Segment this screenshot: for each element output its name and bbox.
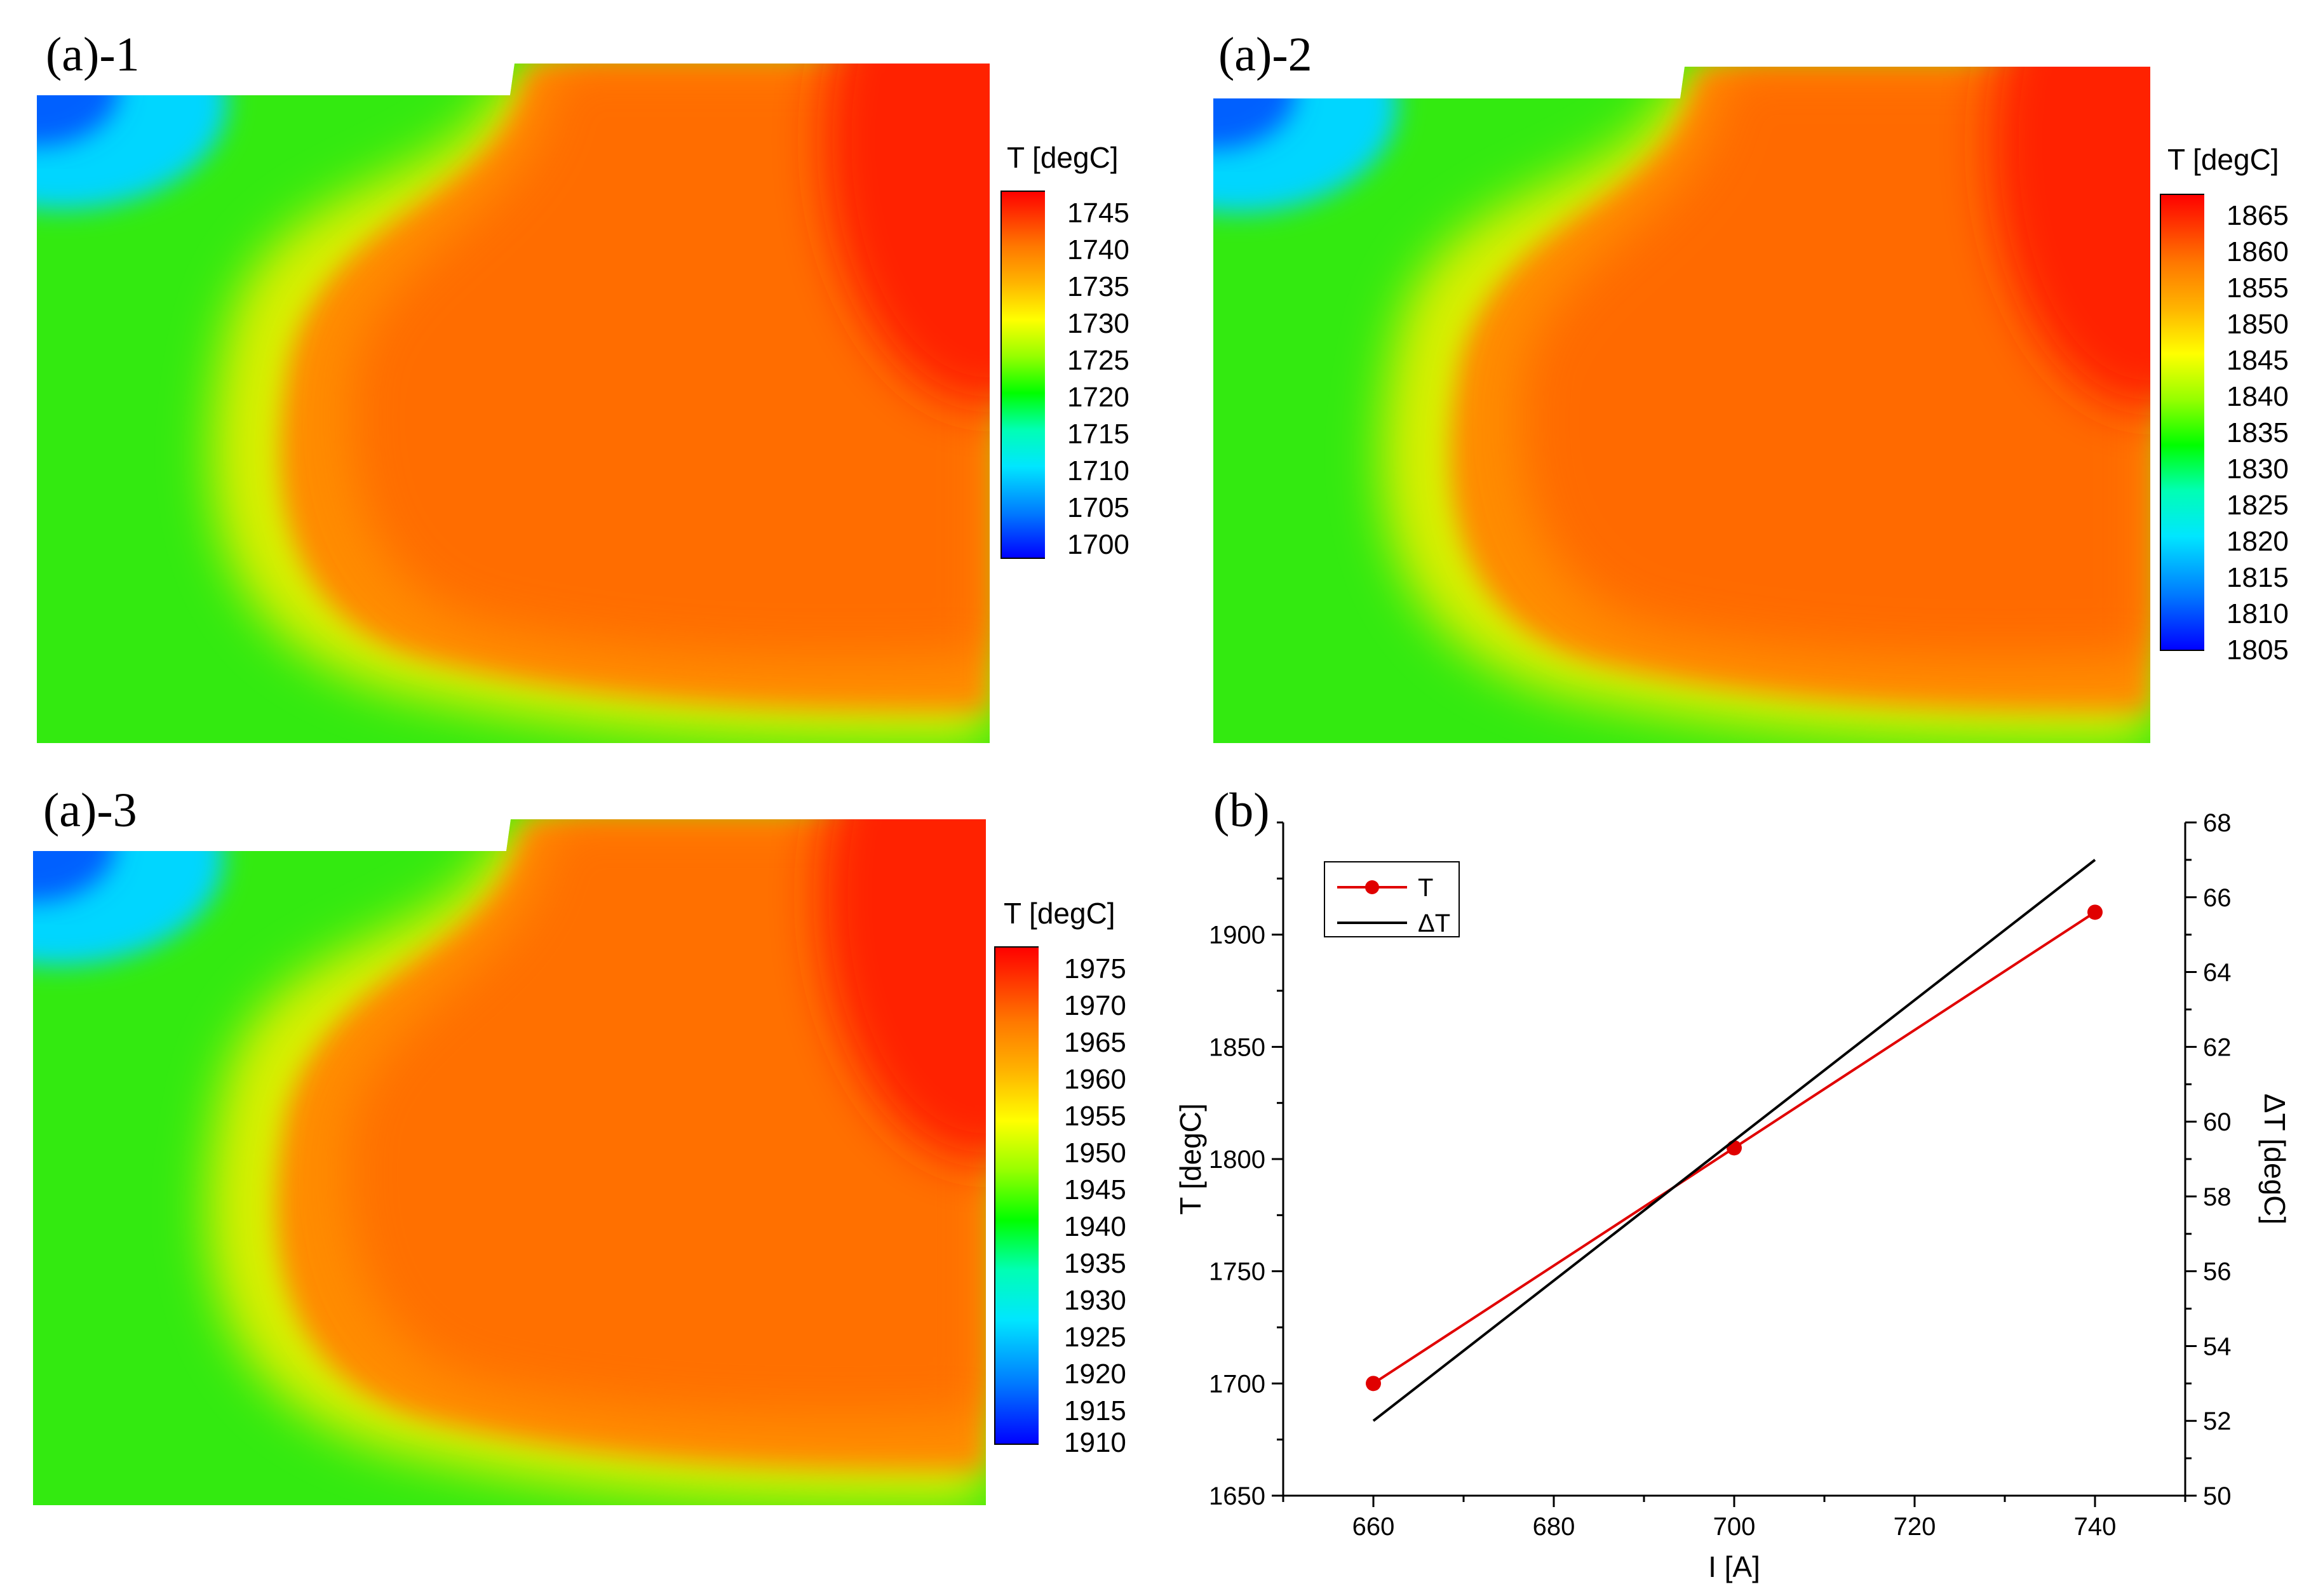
- colorbar-tick: 1925: [1064, 1322, 1126, 1353]
- colorbar-tick: 1940: [1064, 1211, 1126, 1242]
- x-tick-label: 700: [1713, 1513, 1756, 1541]
- colorbar-tick: 1725: [1067, 345, 1129, 376]
- colorbar-tick: 1930: [1064, 1285, 1126, 1316]
- colorbar-tick: 1970: [1064, 990, 1126, 1021]
- colorbar-tick: 1935: [1064, 1248, 1126, 1279]
- colorbar-tick: 1855: [2227, 272, 2289, 304]
- data-point-T: [1727, 1140, 1742, 1156]
- x-tick-label: 660: [1352, 1513, 1395, 1541]
- colorbar-tick: 1745: [1067, 198, 1129, 229]
- colorbar-tick: 1825: [2227, 490, 2289, 521]
- colorbar-tick: 1720: [1067, 382, 1129, 413]
- colorbar-tick: 1810: [2227, 598, 2289, 629]
- legend-box: [1324, 861, 1460, 937]
- legend-marker: [1365, 880, 1379, 894]
- colorbar-tick: 1805: [2227, 634, 2289, 666]
- colorbar-tick: 1830: [2227, 453, 2289, 485]
- colorbar-a1: [1000, 191, 1045, 559]
- colorbar-tick: 1735: [1067, 271, 1129, 302]
- y2-tick-label: 62: [2203, 1033, 2232, 1061]
- colorbar-tick: 1740: [1067, 234, 1129, 265]
- colorbar-tick: 1840: [2227, 381, 2289, 412]
- y2-tick-label: 64: [2203, 959, 2232, 987]
- colorbar-tick: 1705: [1067, 492, 1129, 523]
- colorbar-a3: [994, 946, 1039, 1445]
- data-point-T: [1366, 1376, 1381, 1391]
- panel-label-a3: (a)-3: [43, 784, 137, 837]
- colorbar-tick: 1850: [2227, 309, 2289, 340]
- y2-tick-label: 50: [2203, 1482, 2232, 1510]
- y-tick-label: 1650: [1209, 1482, 1265, 1510]
- colorbar-tick: 1715: [1067, 419, 1129, 450]
- colorbar-tick: 1920: [1064, 1358, 1126, 1390]
- colorbar-tick: 1960: [1064, 1064, 1126, 1095]
- line-chart-b: 660 680 700 720 740 1650 1700 1750 1800 1850 1900 5…: [1174, 809, 2291, 1583]
- series-line-deltaT: [1372, 859, 2096, 1422]
- colorbar-tick: 1975: [1064, 953, 1126, 984]
- y2-tick-label: 52: [2203, 1407, 2232, 1435]
- colorbar-tick: 1865: [2227, 200, 2289, 231]
- y-axis-label: T [degC]: [1174, 1103, 1207, 1215]
- colorbar-tick: 1815: [2227, 562, 2289, 593]
- y2-tick-label: 66: [2203, 884, 2232, 912]
- panel-label-b: (b): [1213, 784, 1270, 837]
- y-tick-label: 1850: [1209, 1033, 1265, 1061]
- colorbar-tick: 1910: [1064, 1427, 1126, 1458]
- y-tick-label: 1900: [1209, 922, 1265, 949]
- colorbar-tick: 1820: [2227, 526, 2289, 557]
- colorbar-title-a3: T [degC]: [1004, 897, 1115, 930]
- y-tick-label: 1750: [1209, 1258, 1265, 1286]
- y-tick-label: 1700: [1209, 1370, 1265, 1398]
- colorbar-tick: 1700: [1067, 529, 1129, 560]
- colorbar-title-a1: T [degC]: [1007, 141, 1119, 174]
- temperature-field-a1: [37, 64, 990, 743]
- colorbar-tick: 1915: [1064, 1395, 1126, 1426]
- legend-label: ΔT: [1418, 909, 1450, 937]
- y2-axis-label: ΔT [degC]: [2258, 1094, 2291, 1224]
- x-tick-label: 680: [1533, 1513, 1575, 1541]
- y2-tick-label: 54: [2203, 1332, 2232, 1360]
- colorbar-tick: 1835: [2227, 417, 2289, 448]
- colorbar-tick: 1945: [1064, 1174, 1126, 1205]
- colorbar-tick: 1710: [1067, 455, 1129, 486]
- colorbar-tick: 1950: [1064, 1137, 1126, 1169]
- y2-tick-label: 58: [2203, 1183, 2232, 1211]
- colorbar-tick: 1860: [2227, 236, 2289, 267]
- colorbar-a2: [2160, 194, 2204, 651]
- data-point-T: [2087, 904, 2103, 920]
- x-tick-label: 740: [2074, 1513, 2117, 1541]
- colorbar-tick: 1965: [1064, 1027, 1126, 1058]
- legend-label: T: [1418, 874, 1433, 902]
- colorbar-tick: 1845: [2227, 345, 2289, 376]
- y-tick-label: 1800: [1209, 1146, 1265, 1174]
- panel-label-a1: (a)-1: [46, 28, 140, 81]
- x-tick-label: 720: [1894, 1513, 1936, 1541]
- y2-tick-label: 56: [2203, 1258, 2232, 1286]
- colorbar-tick: 1955: [1064, 1101, 1126, 1132]
- colorbar-tick: 1730: [1067, 308, 1129, 339]
- colorbar-title-a2: T [degC]: [2167, 143, 2279, 176]
- temperature-field-a3: [33, 819, 986, 1505]
- temperature-field-a2: [1213, 67, 2150, 743]
- y2-tick-label: 68: [2203, 809, 2232, 837]
- x-axis-label: I [A]: [1708, 1550, 1760, 1583]
- y2-tick-label: 60: [2203, 1108, 2232, 1136]
- panel-label-a2: (a)-2: [1218, 28, 1312, 81]
